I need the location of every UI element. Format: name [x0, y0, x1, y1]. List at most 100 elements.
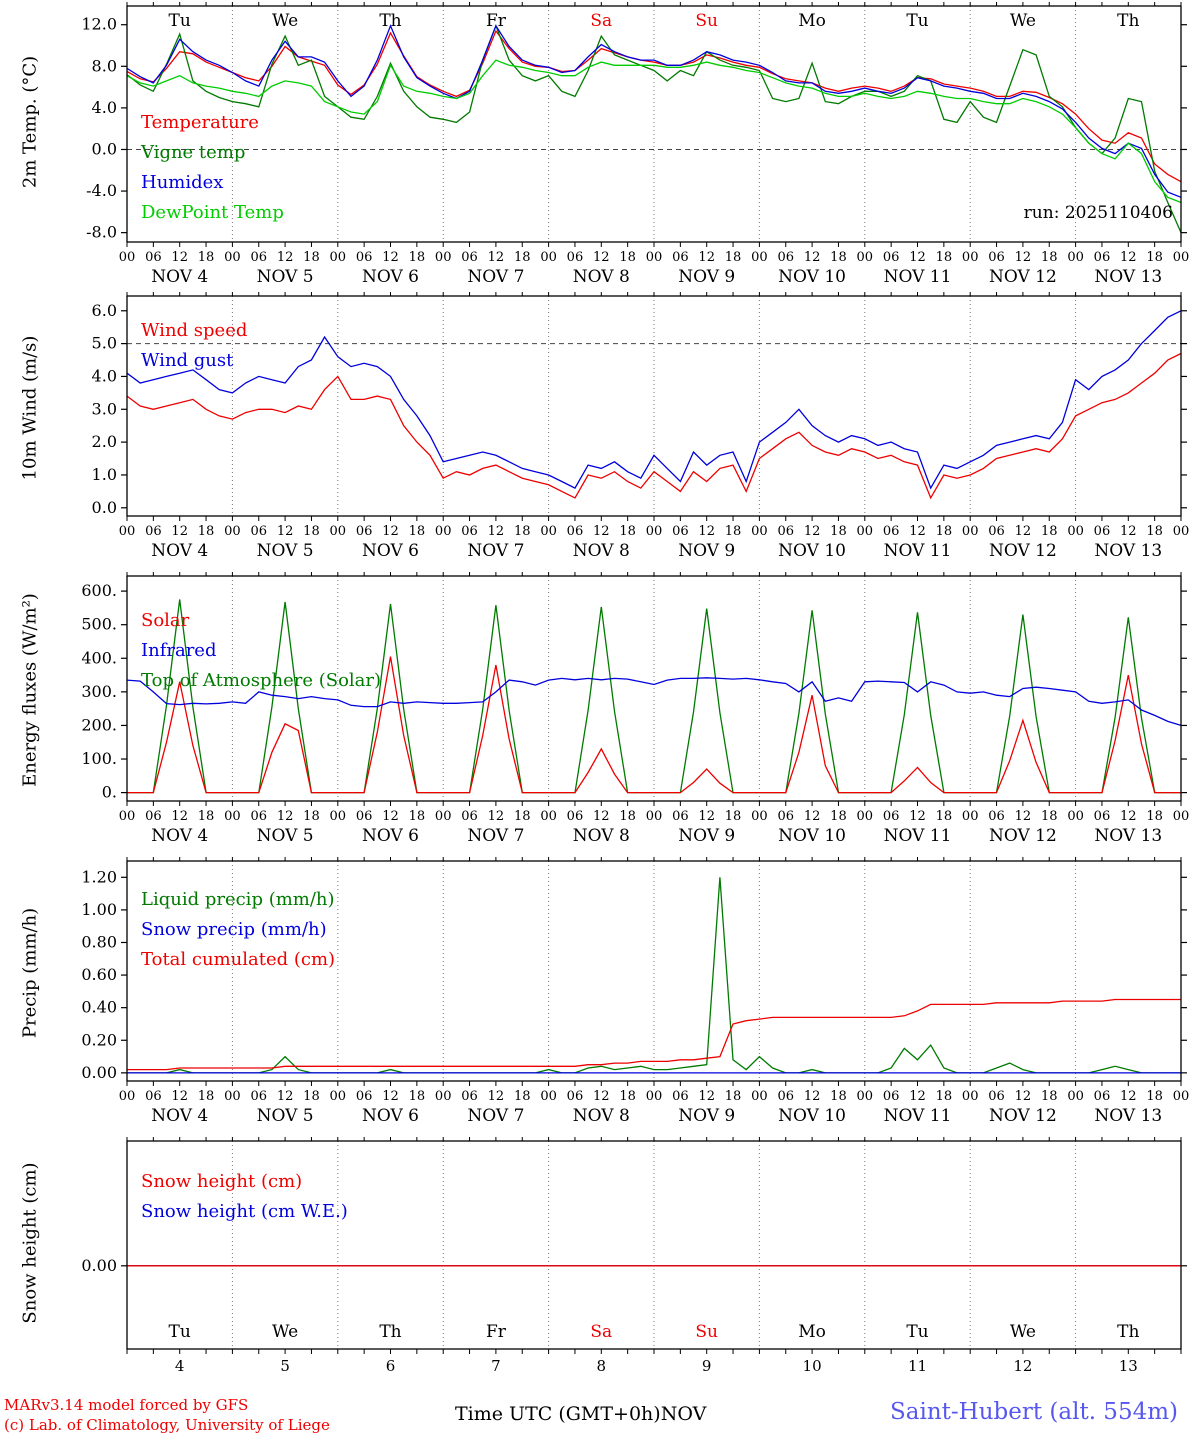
- wind-y-axis-label: 10m Wind (m/s): [19, 335, 41, 481]
- date-label: NOV 6: [362, 541, 419, 561]
- y-tick-label: 600.: [81, 581, 117, 600]
- hour-tick-label: 12: [593, 1089, 610, 1104]
- hour-tick-label: 12: [277, 524, 294, 539]
- y-tick-label: 6.0: [92, 301, 117, 320]
- date-label: NOV 13: [1094, 541, 1162, 561]
- hour-tick-label: 00: [224, 250, 241, 265]
- hour-tick-label: 12: [909, 250, 926, 265]
- day-number-label: 6: [386, 1357, 396, 1375]
- day-number-label: 4: [175, 1357, 185, 1375]
- hour-tick-label: 18: [830, 809, 847, 824]
- wind-chart: 0.0 1.0 2.0 3.0 4.0 5.0 6.0 00 06 12 18 00 06 12 18 00 0…: [92, 292, 1190, 561]
- day-name-label: Tu: [169, 11, 191, 31]
- hour-tick-label: 18: [619, 524, 636, 539]
- hour-tick-label: 18: [1041, 1089, 1058, 1104]
- model-credit-line2: (c) Lab. of Climatology, University of L…: [4, 1416, 330, 1435]
- hour-tick-label: 12: [171, 250, 188, 265]
- date-label: NOV 4: [151, 541, 208, 561]
- hour-tick-label: 12: [1120, 1089, 1137, 1104]
- legend-item: Snow precip (mm/h): [141, 919, 327, 940]
- hour-tick-label: 06: [461, 1089, 478, 1104]
- day-name-label: Sa: [590, 1322, 612, 1342]
- y-tick-label: 8.0: [92, 56, 117, 75]
- day-number-label: 12: [1013, 1357, 1032, 1375]
- y-tick-label: 0.0: [92, 139, 117, 158]
- legend-item: Wind speed: [141, 320, 247, 341]
- hour-tick-label: 00: [751, 524, 768, 539]
- hour-tick-label: 12: [909, 809, 926, 824]
- hour-tick-label: 12: [1015, 1089, 1032, 1104]
- y-tick-label: 1.0: [92, 465, 117, 484]
- hour-tick-label: 00: [1173, 524, 1190, 539]
- hour-tick-label: 18: [409, 1089, 426, 1104]
- day-name-label: We: [1010, 11, 1036, 31]
- hour-tick-label: 12: [804, 1089, 821, 1104]
- day-name-label: We: [272, 11, 298, 31]
- hour-tick-label: 18: [725, 809, 742, 824]
- hour-tick-label: 00: [857, 809, 874, 824]
- date-label: NOV 5: [257, 267, 314, 287]
- date-label: NOV 8: [573, 541, 630, 561]
- hour-tick-label: 06: [250, 809, 267, 824]
- hour-tick-label: 06: [145, 809, 162, 824]
- hour-tick-label: 06: [672, 524, 689, 539]
- y-tick-label: 0.0: [92, 498, 117, 517]
- series-solar: [127, 656, 1181, 794]
- hour-tick-label: 06: [883, 809, 900, 824]
- date-label: NOV 7: [467, 267, 524, 287]
- hour-tick-label: 12: [488, 250, 505, 265]
- day-number-label: 13: [1119, 1357, 1138, 1375]
- energy-y-axis-label: Energy fluxes (W/m²): [19, 592, 41, 787]
- hour-tick-label: 18: [1041, 250, 1058, 265]
- date-label: NOV 9: [678, 826, 735, 846]
- hour-tick-label: 18: [409, 250, 426, 265]
- hour-tick-label: 12: [698, 809, 715, 824]
- hour-tick-label: 06: [777, 250, 794, 265]
- precip-chart: 0.00 0.20 0.40 0.60 0.80 1.00 1.20 00 06 12 18 00 06…: [81, 857, 1190, 1126]
- series-humidex: [126, 24, 1182, 198]
- series-wind-speed: [126, 352, 1182, 500]
- hour-tick-label: 12: [1120, 524, 1137, 539]
- hour-tick-label: 18: [1146, 524, 1163, 539]
- hour-tick-label: 18: [619, 809, 636, 824]
- hour-tick-label: 00: [1173, 809, 1190, 824]
- y-tick-label: 0.00: [81, 1063, 117, 1082]
- hour-tick-label: 12: [593, 250, 610, 265]
- hour-tick-label: 18: [725, 524, 742, 539]
- hour-tick-label: 12: [1015, 250, 1032, 265]
- hour-tick-label: 00: [435, 250, 452, 265]
- hour-tick-label: 06: [672, 1089, 689, 1104]
- hour-tick-label: 12: [171, 1089, 188, 1104]
- day-name-label: We: [1010, 1322, 1036, 1342]
- model-credit: MARv3.14 model forced by GFS (c) Lab. of…: [4, 1395, 330, 1436]
- hour-tick-label: 06: [567, 809, 584, 824]
- hour-tick-label: 06: [777, 809, 794, 824]
- hour-tick-label: 06: [567, 250, 584, 265]
- snow-panel: Snow height (cm) 0.00 Tu We Th Fr Sa Su Mo Tu We T…: [0, 1135, 1194, 1393]
- y-tick-label: 5.0: [92, 334, 117, 353]
- hour-tick-label: 06: [883, 1089, 900, 1104]
- hour-tick-label: 06: [883, 524, 900, 539]
- hour-tick-label: 06: [145, 524, 162, 539]
- date-label: NOV 5: [257, 541, 314, 561]
- hour-tick-label: 18: [619, 250, 636, 265]
- legend-item: Wind gust: [141, 350, 234, 371]
- y-tick-label: 0.: [102, 783, 117, 802]
- run-label: run: 2025110406: [1024, 203, 1173, 223]
- legend-item: Total cumulated (cm): [141, 949, 335, 970]
- day-name-label: Su: [695, 11, 718, 31]
- hour-tick-label: 00: [1067, 250, 1084, 265]
- hour-tick-label: 00: [962, 809, 979, 824]
- hour-tick-label: 18: [1041, 809, 1058, 824]
- hour-tick-label: 18: [1146, 1089, 1163, 1104]
- hour-tick-label: 18: [409, 524, 426, 539]
- hour-tick-label: 00: [1173, 1089, 1190, 1104]
- y-tick-label: 1.20: [81, 867, 117, 886]
- hour-tick-label: 18: [198, 809, 215, 824]
- hour-tick-label: 00: [435, 809, 452, 824]
- temperature-chart: -8.0 -4.0 0.0 4.0 8.0 12.0 00 06 12 18 00 06 12 18 00 0…: [81, 2, 1189, 287]
- legend-item: DewPoint Temp: [141, 202, 284, 223]
- series-dewpoint-temp: [126, 59, 1182, 204]
- hour-tick-label: 00: [751, 1089, 768, 1104]
- hour-tick-label: 06: [988, 1089, 1005, 1104]
